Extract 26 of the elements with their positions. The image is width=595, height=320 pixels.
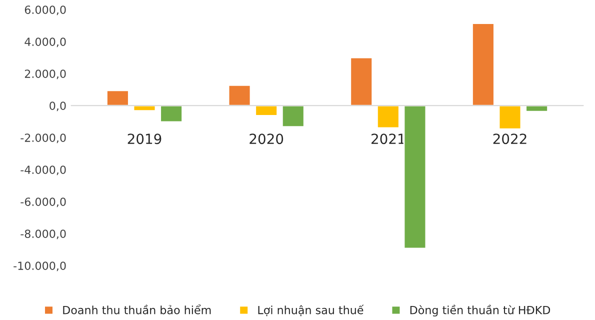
- y-tick-label: 6.000,0: [24, 6, 66, 16]
- bar: [376, 104, 400, 129]
- bar: [106, 90, 130, 106]
- y-tick-label: -10.000,0: [14, 262, 66, 272]
- legend-label: Lợi nhuận sau thuế: [258, 304, 364, 316]
- legend-label: Dòng tiền thuần từ HĐKD: [410, 304, 550, 316]
- x-tick-label: 2022: [493, 134, 526, 144]
- y-tick-label: 0,0: [50, 102, 66, 112]
- y-tick-label: 2.000,0: [24, 70, 66, 80]
- bar: [160, 104, 183, 123]
- y-tick-label: -8.000,0: [20, 230, 66, 240]
- y-tick-label: -2.000,0: [20, 134, 66, 144]
- x-tick-label: 2021: [372, 134, 405, 144]
- bar: [403, 104, 427, 250]
- legend-label: Doanh thu thuần bảo hiểm: [63, 304, 211, 314]
- y-tick-label: -6.000,0: [20, 198, 66, 208]
- bar: [498, 104, 522, 130]
- y-tick-label: -4.000,0: [20, 166, 66, 176]
- bar: [254, 104, 278, 116]
- bar: [472, 22, 495, 106]
- y-tick-label: 4.000,0: [24, 38, 66, 48]
- bar: [350, 56, 374, 106]
- x-tick-label: 2020: [250, 134, 284, 144]
- bar: [281, 104, 305, 128]
- x-tick-label: 2019: [128, 134, 162, 144]
- bar: [228, 84, 252, 106]
